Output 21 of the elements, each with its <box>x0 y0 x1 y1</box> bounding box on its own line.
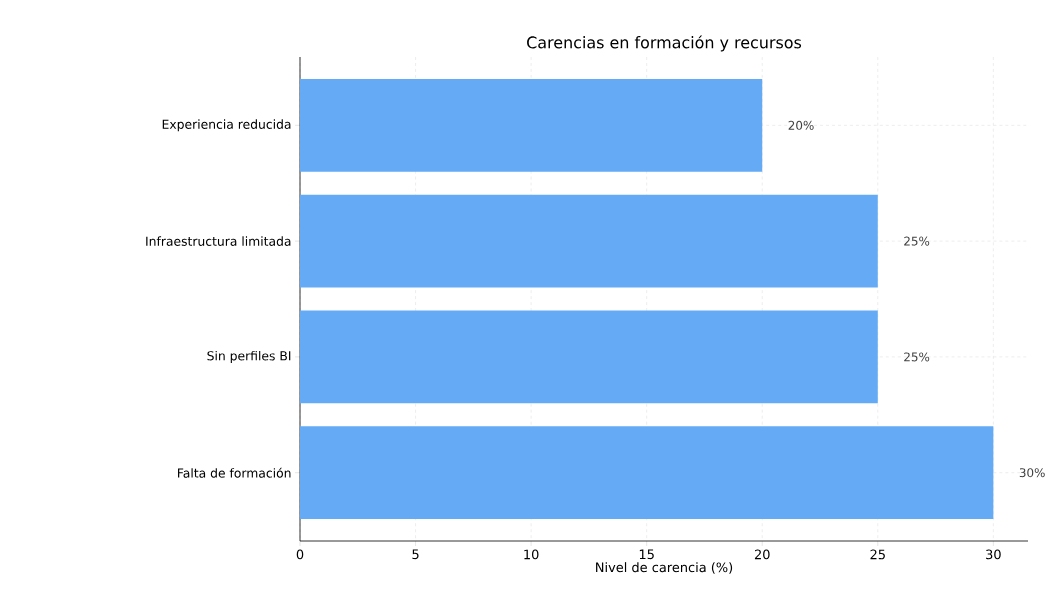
x-tick-label: 25 <box>870 549 885 560</box>
chart-title: Carencias en formación y recursos <box>527 35 802 52</box>
data-label: 25% <box>904 236 930 246</box>
bar <box>300 426 994 519</box>
bar <box>300 79 763 172</box>
data-label: 25% <box>904 352 930 362</box>
x-axis-title: Nivel de carencia (%) <box>596 562 733 574</box>
y-tick-label: Falta de formación <box>178 467 291 478</box>
x-tick-label: 5 <box>412 549 419 560</box>
bar <box>300 310 878 404</box>
bar <box>300 194 878 288</box>
data-label: 20% <box>788 120 814 130</box>
y-tick-label: Sin perfiles BI <box>207 350 291 363</box>
x-tick-label: 30 <box>986 549 1001 560</box>
x-tick-label: 20 <box>754 549 770 560</box>
y-tick-label: Experiencia reducida <box>162 119 291 132</box>
x-tick-label: 15 <box>639 549 654 560</box>
x-tick-label: 0 <box>296 549 304 560</box>
data-label: 30% <box>1019 468 1045 478</box>
x-tick-label: 10 <box>524 549 539 560</box>
y-tick-label: Infraestructura limitada <box>146 236 291 246</box>
